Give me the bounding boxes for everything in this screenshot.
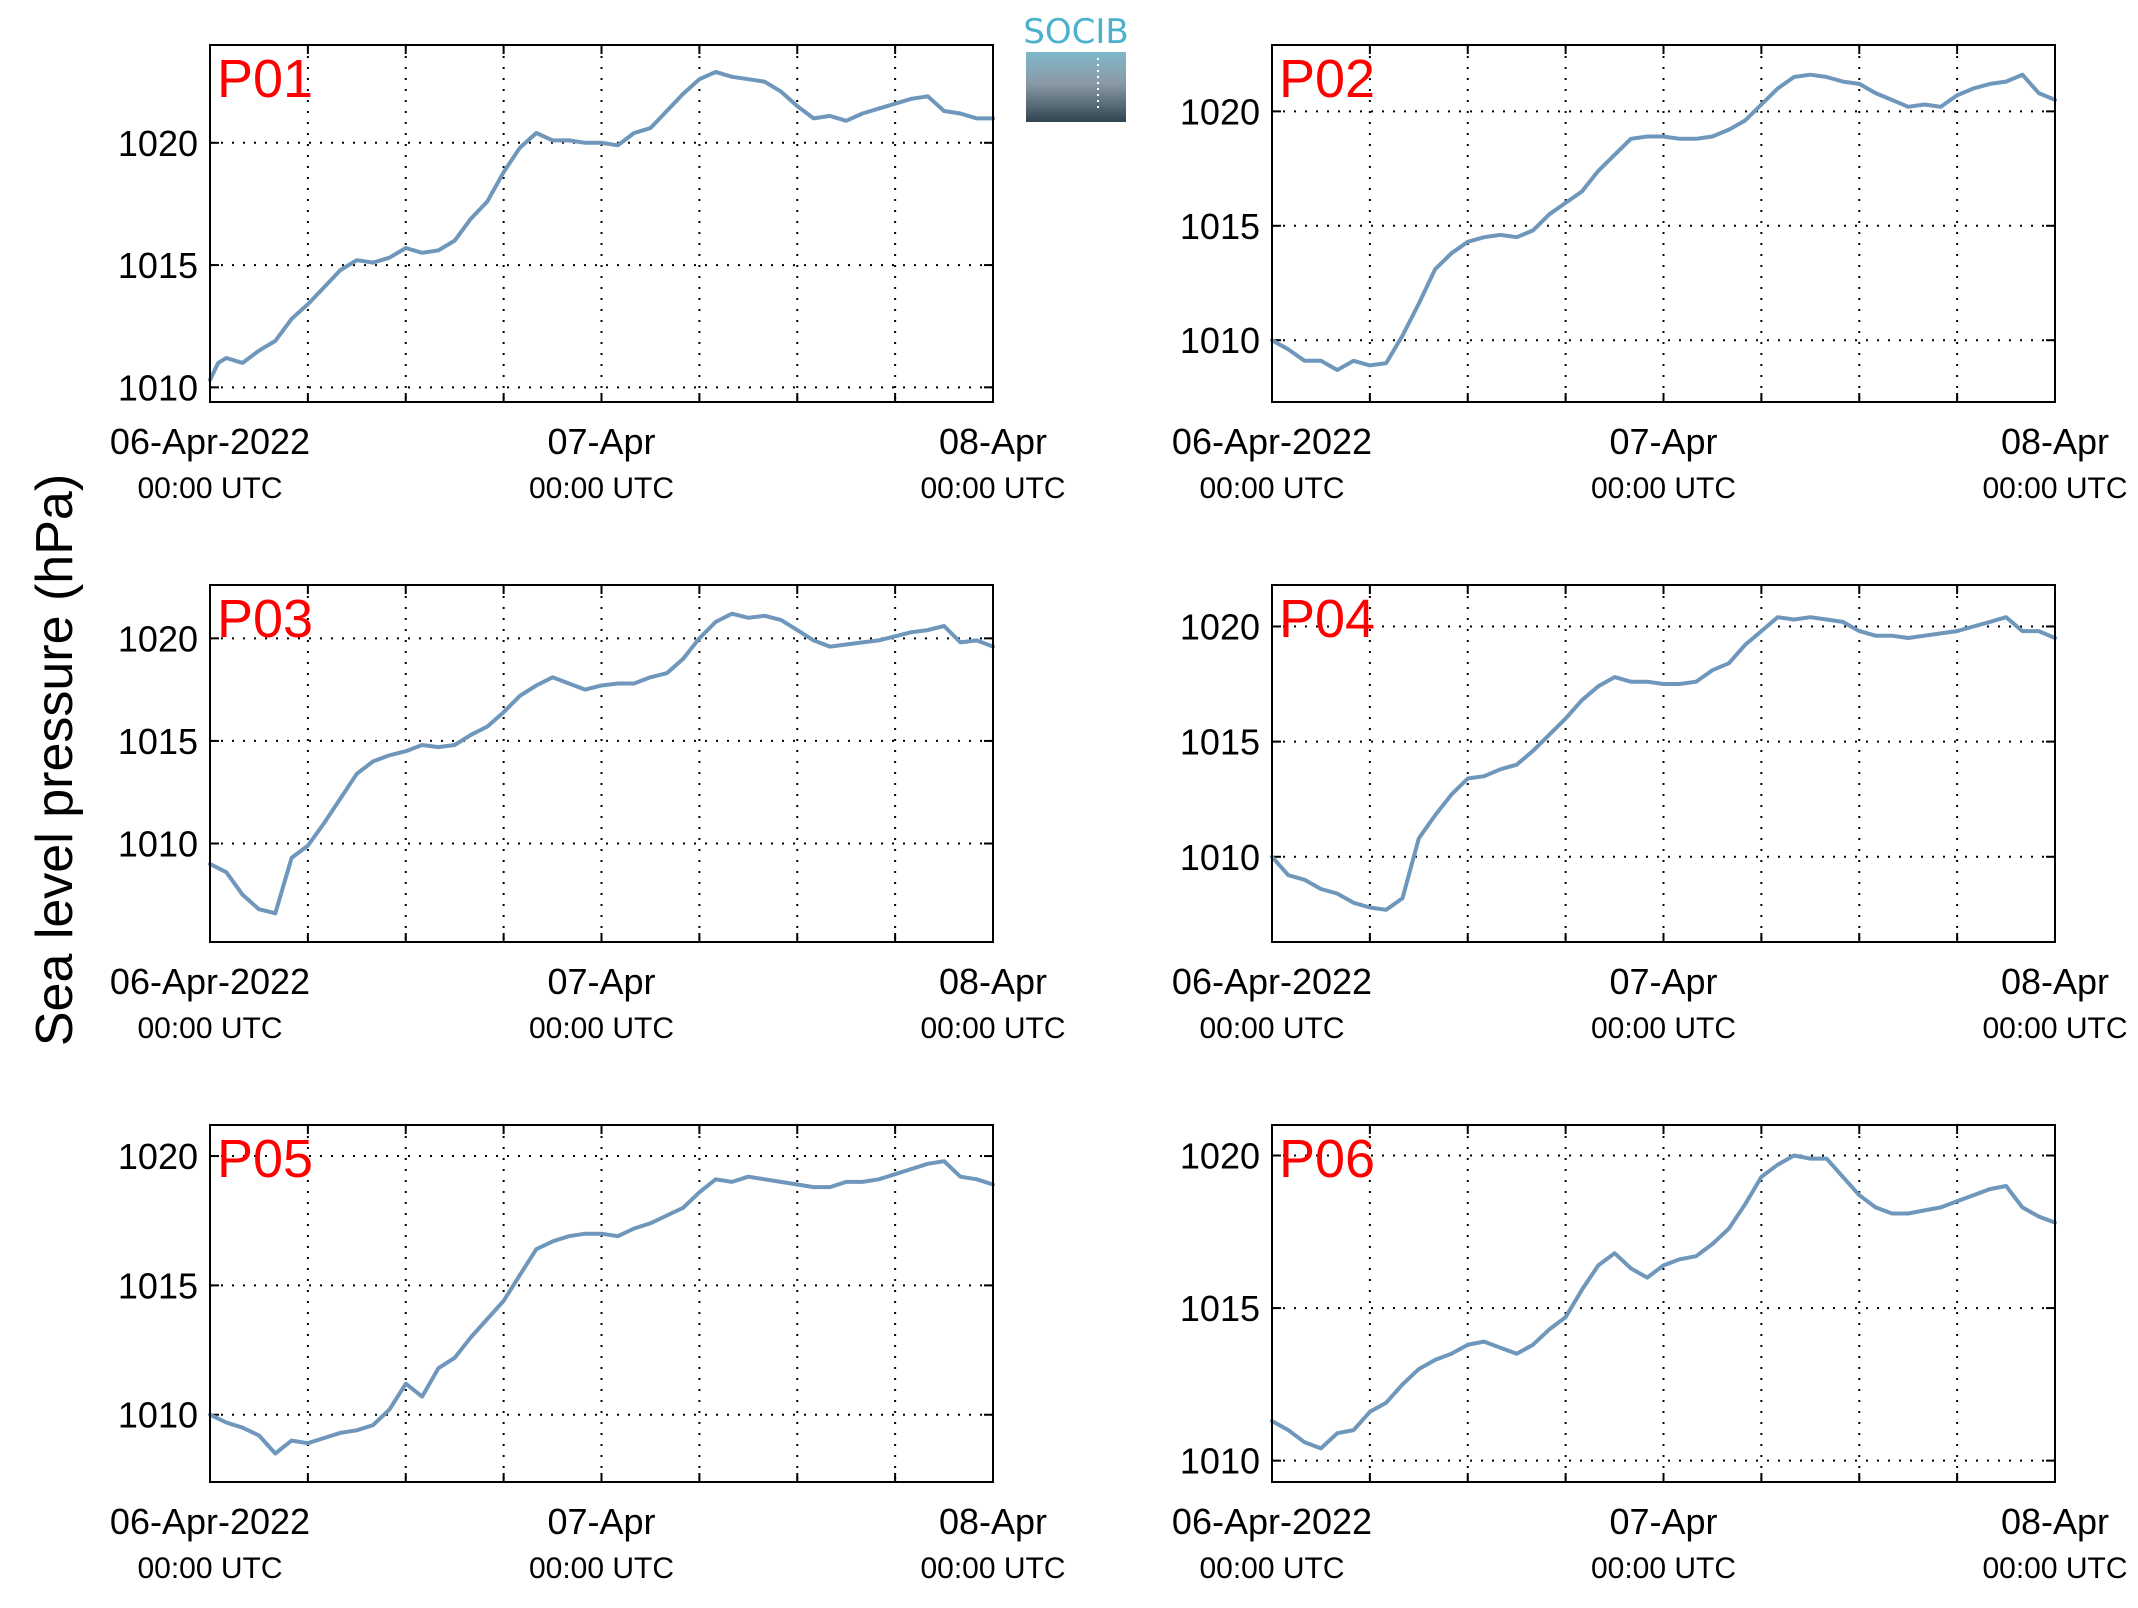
x-tick-label: 06-Apr-2022	[1172, 961, 1372, 1002]
x-tick-sublabel: 00:00 UTC	[920, 1552, 1065, 1585]
x-tick-label: 08-Apr	[2001, 961, 2109, 1002]
axes-frame	[1271, 1124, 2056, 1483]
panel-label: P06	[1279, 1129, 1375, 1189]
x-tick-label: 06-Apr-2022	[1172, 1501, 1372, 1542]
x-tick-label: 07-Apr	[1609, 421, 1717, 462]
y-tick-label: 1015	[118, 1265, 198, 1306]
y-tick-label: 1010	[1180, 837, 1260, 878]
y-tick-label: 1020	[118, 618, 198, 659]
x-tick-label: 07-Apr	[547, 1501, 655, 1542]
y-tick-label: 1015	[1180, 1288, 1260, 1329]
y-tick-label: 1010	[1180, 320, 1260, 361]
chart-panel-p03: 1010 1015 1020 06-Apr-2022 00:00 UTC 07-Apr 00…	[110, 584, 1066, 1045]
x-tick-label: 08-Apr	[2001, 421, 2109, 462]
x-tick-label: 06-Apr-2022	[110, 961, 310, 1002]
x-tick-sublabel: 00:00 UTC	[529, 1012, 674, 1045]
x-tick-label: 06-Apr-2022	[110, 1501, 310, 1542]
x-tick-sublabel: 00:00 UTC	[1591, 1552, 1736, 1585]
x-tick-label: 07-Apr	[547, 421, 655, 462]
x-tick-label: 06-Apr-2022	[1172, 421, 1372, 462]
y-tick-label: 1020	[1180, 606, 1260, 647]
socib-logo: SOCIB	[1023, 12, 1129, 122]
y-tick-label: 1020	[118, 1136, 198, 1177]
x-tick-sublabel: 00:00 UTC	[137, 472, 282, 505]
y-tick-label: 1010	[118, 367, 198, 408]
pressure-series-line	[208, 69, 995, 382]
chart-panel-p04: 1010 1015 1020 06-Apr-2022 00:00 UTC 07-Apr 00…	[1172, 584, 2128, 1045]
x-tick-label: 07-Apr	[547, 961, 655, 1002]
chart-panel-p02: 1010 1015 1020 06-Apr-2022 00:00 UTC 07-Apr 00…	[1172, 44, 2128, 505]
axes-frame	[209, 1124, 994, 1483]
pressure-series-line	[208, 1159, 995, 1456]
x-tick-sublabel: 00:00 UTC	[529, 472, 674, 505]
panel-label: P02	[1279, 49, 1375, 109]
chart-panel-p01: 1010 1015 1020 06-Apr-2022 00:00 UTC 07-Apr 00…	[110, 44, 1066, 505]
y-tick-label: 1020	[1180, 1136, 1260, 1177]
x-tick-sublabel: 00:00 UTC	[920, 1012, 1065, 1045]
axes-frame	[1271, 584, 2056, 943]
axes-frame	[209, 44, 994, 403]
x-tick-sublabel: 00:00 UTC	[1982, 1012, 2127, 1045]
y-tick-label: 1010	[1180, 1441, 1260, 1482]
x-tick-sublabel: 00:00 UTC	[1982, 472, 2127, 505]
y-tick-label: 1020	[1180, 91, 1260, 132]
axes-frame	[209, 584, 994, 943]
y-tick-label: 1015	[1180, 722, 1260, 763]
axes-frame	[1271, 44, 2056, 403]
x-tick-sublabel: 00:00 UTC	[920, 472, 1065, 505]
x-tick-label: 08-Apr	[2001, 1501, 2109, 1542]
x-tick-sublabel: 00:00 UTC	[1199, 472, 1344, 505]
chart-panel-p05: 1010 1015 1020 06-Apr-2022 00:00 UTC 07-Apr 00…	[110, 1124, 1066, 1585]
pressure-series-line	[208, 611, 995, 916]
panel-label: P01	[217, 49, 313, 109]
socib-logo-mark	[1026, 52, 1126, 122]
x-tick-label: 07-Apr	[1609, 1501, 1717, 1542]
chart-panels: 1010 1015 1020 06-Apr-2022 00:00 UTC 07-Apr 00…	[110, 44, 2128, 1585]
y-tick-label: 1015	[1180, 206, 1260, 247]
pressure-series-line	[1270, 1153, 2057, 1451]
x-tick-sublabel: 00:00 UTC	[1982, 1552, 2127, 1585]
x-tick-sublabel: 00:00 UTC	[1199, 1012, 1344, 1045]
x-tick-label: 08-Apr	[939, 1501, 1047, 1542]
panel-label: P04	[1279, 589, 1375, 649]
x-tick-label: 08-Apr	[939, 421, 1047, 462]
panel-label: P05	[217, 1129, 313, 1189]
chart-panel-p06: 1010 1015 1020 06-Apr-2022 00:00 UTC 07-Apr 00…	[1172, 1124, 2128, 1585]
x-tick-sublabel: 00:00 UTC	[1591, 1012, 1736, 1045]
x-tick-label: 06-Apr-2022	[110, 421, 310, 462]
x-tick-sublabel: 00:00 UTC	[137, 1012, 282, 1045]
x-tick-sublabel: 00:00 UTC	[1199, 1552, 1344, 1585]
y-axis-title: Sea level pressure (hPa)	[26, 474, 84, 1046]
y-tick-label: 1010	[118, 824, 198, 865]
x-tick-label: 07-Apr	[1609, 961, 1717, 1002]
x-tick-label: 08-Apr	[939, 961, 1047, 1002]
y-tick-label: 1010	[118, 1395, 198, 1436]
x-tick-sublabel: 00:00 UTC	[137, 1552, 282, 1585]
x-tick-sublabel: 00:00 UTC	[1591, 472, 1736, 505]
socib-logo-text: SOCIB	[1023, 12, 1128, 52]
panel-label: P03	[217, 589, 313, 649]
y-tick-label: 1015	[118, 721, 198, 762]
y-tick-label: 1015	[118, 245, 198, 286]
x-tick-sublabel: 00:00 UTC	[529, 1552, 674, 1585]
pressure-series-line	[1270, 615, 2057, 912]
y-tick-label: 1020	[118, 123, 198, 164]
pressure-series-line	[1270, 72, 2057, 372]
